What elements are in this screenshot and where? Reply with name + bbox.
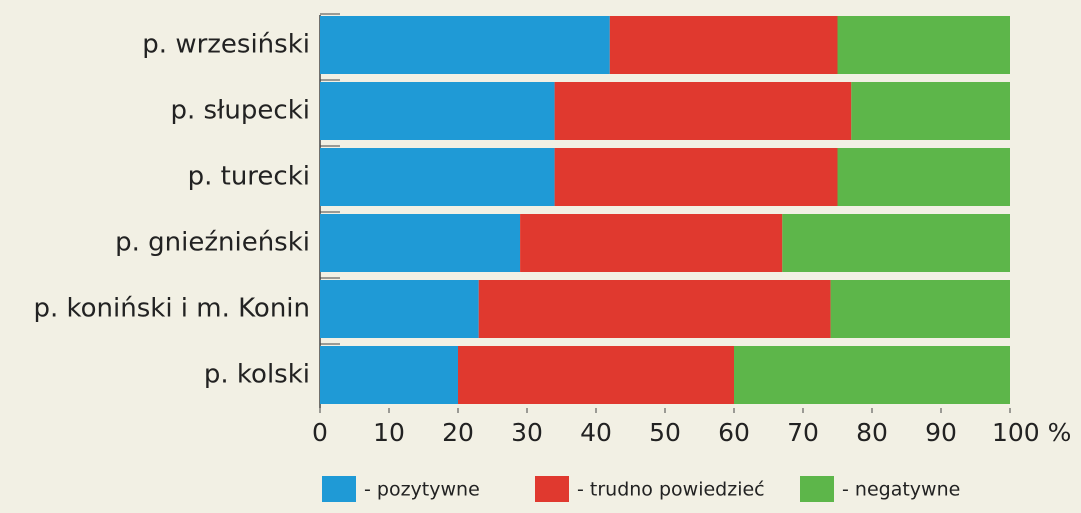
category-label: p. turecki <box>188 162 310 192</box>
category-label: p. gnieźnieński <box>115 228 310 258</box>
x-tick-label: 80 <box>856 418 888 447</box>
x-tick-label: 30 <box>511 418 543 447</box>
bar-segment <box>478 280 831 338</box>
x-tick-label: 50 <box>649 418 681 447</box>
bar-segment <box>320 16 610 74</box>
bar-segment <box>520 214 783 272</box>
x-tick-label: 100 % <box>992 418 1071 447</box>
bar-segment <box>734 346 1010 404</box>
bar-segment <box>320 214 521 272</box>
legend-swatch <box>535 476 569 502</box>
bar-segment <box>782 214 1010 272</box>
category-label: p. wrzesiński <box>142 30 310 60</box>
bar-segment <box>320 346 458 404</box>
bar-segment <box>458 346 734 404</box>
x-tick-label: 10 <box>373 418 405 447</box>
bar-segment <box>851 82 1010 140</box>
x-tick-label: 60 <box>718 418 750 447</box>
x-tick-label: 70 <box>787 418 819 447</box>
category-label: p. kolski <box>204 360 310 390</box>
legend-swatch <box>322 476 356 502</box>
bar-segment <box>320 148 555 206</box>
x-tick-label: 0 <box>312 418 328 447</box>
bar-segment <box>320 280 479 338</box>
bar-segment <box>554 148 838 206</box>
bar-segment <box>554 82 852 140</box>
x-tick-label: 20 <box>442 418 474 447</box>
legend-label: - negatywne <box>842 479 960 501</box>
x-tick-label: 40 <box>580 418 612 447</box>
category-label: p. słupecki <box>170 96 310 126</box>
bar-segment <box>609 16 838 74</box>
legend-swatch <box>800 476 834 502</box>
x-tick-label: 90 <box>925 418 957 447</box>
bar-segment <box>320 82 555 140</box>
legend-label: - pozytywne <box>364 479 480 501</box>
bar-segment <box>837 148 1010 206</box>
bar-segment <box>837 16 1010 74</box>
category-label: p. koniński i m. Konin <box>33 294 310 324</box>
legend-label: - trudno powiedzieć <box>577 479 765 501</box>
bar-segment <box>830 280 1010 338</box>
